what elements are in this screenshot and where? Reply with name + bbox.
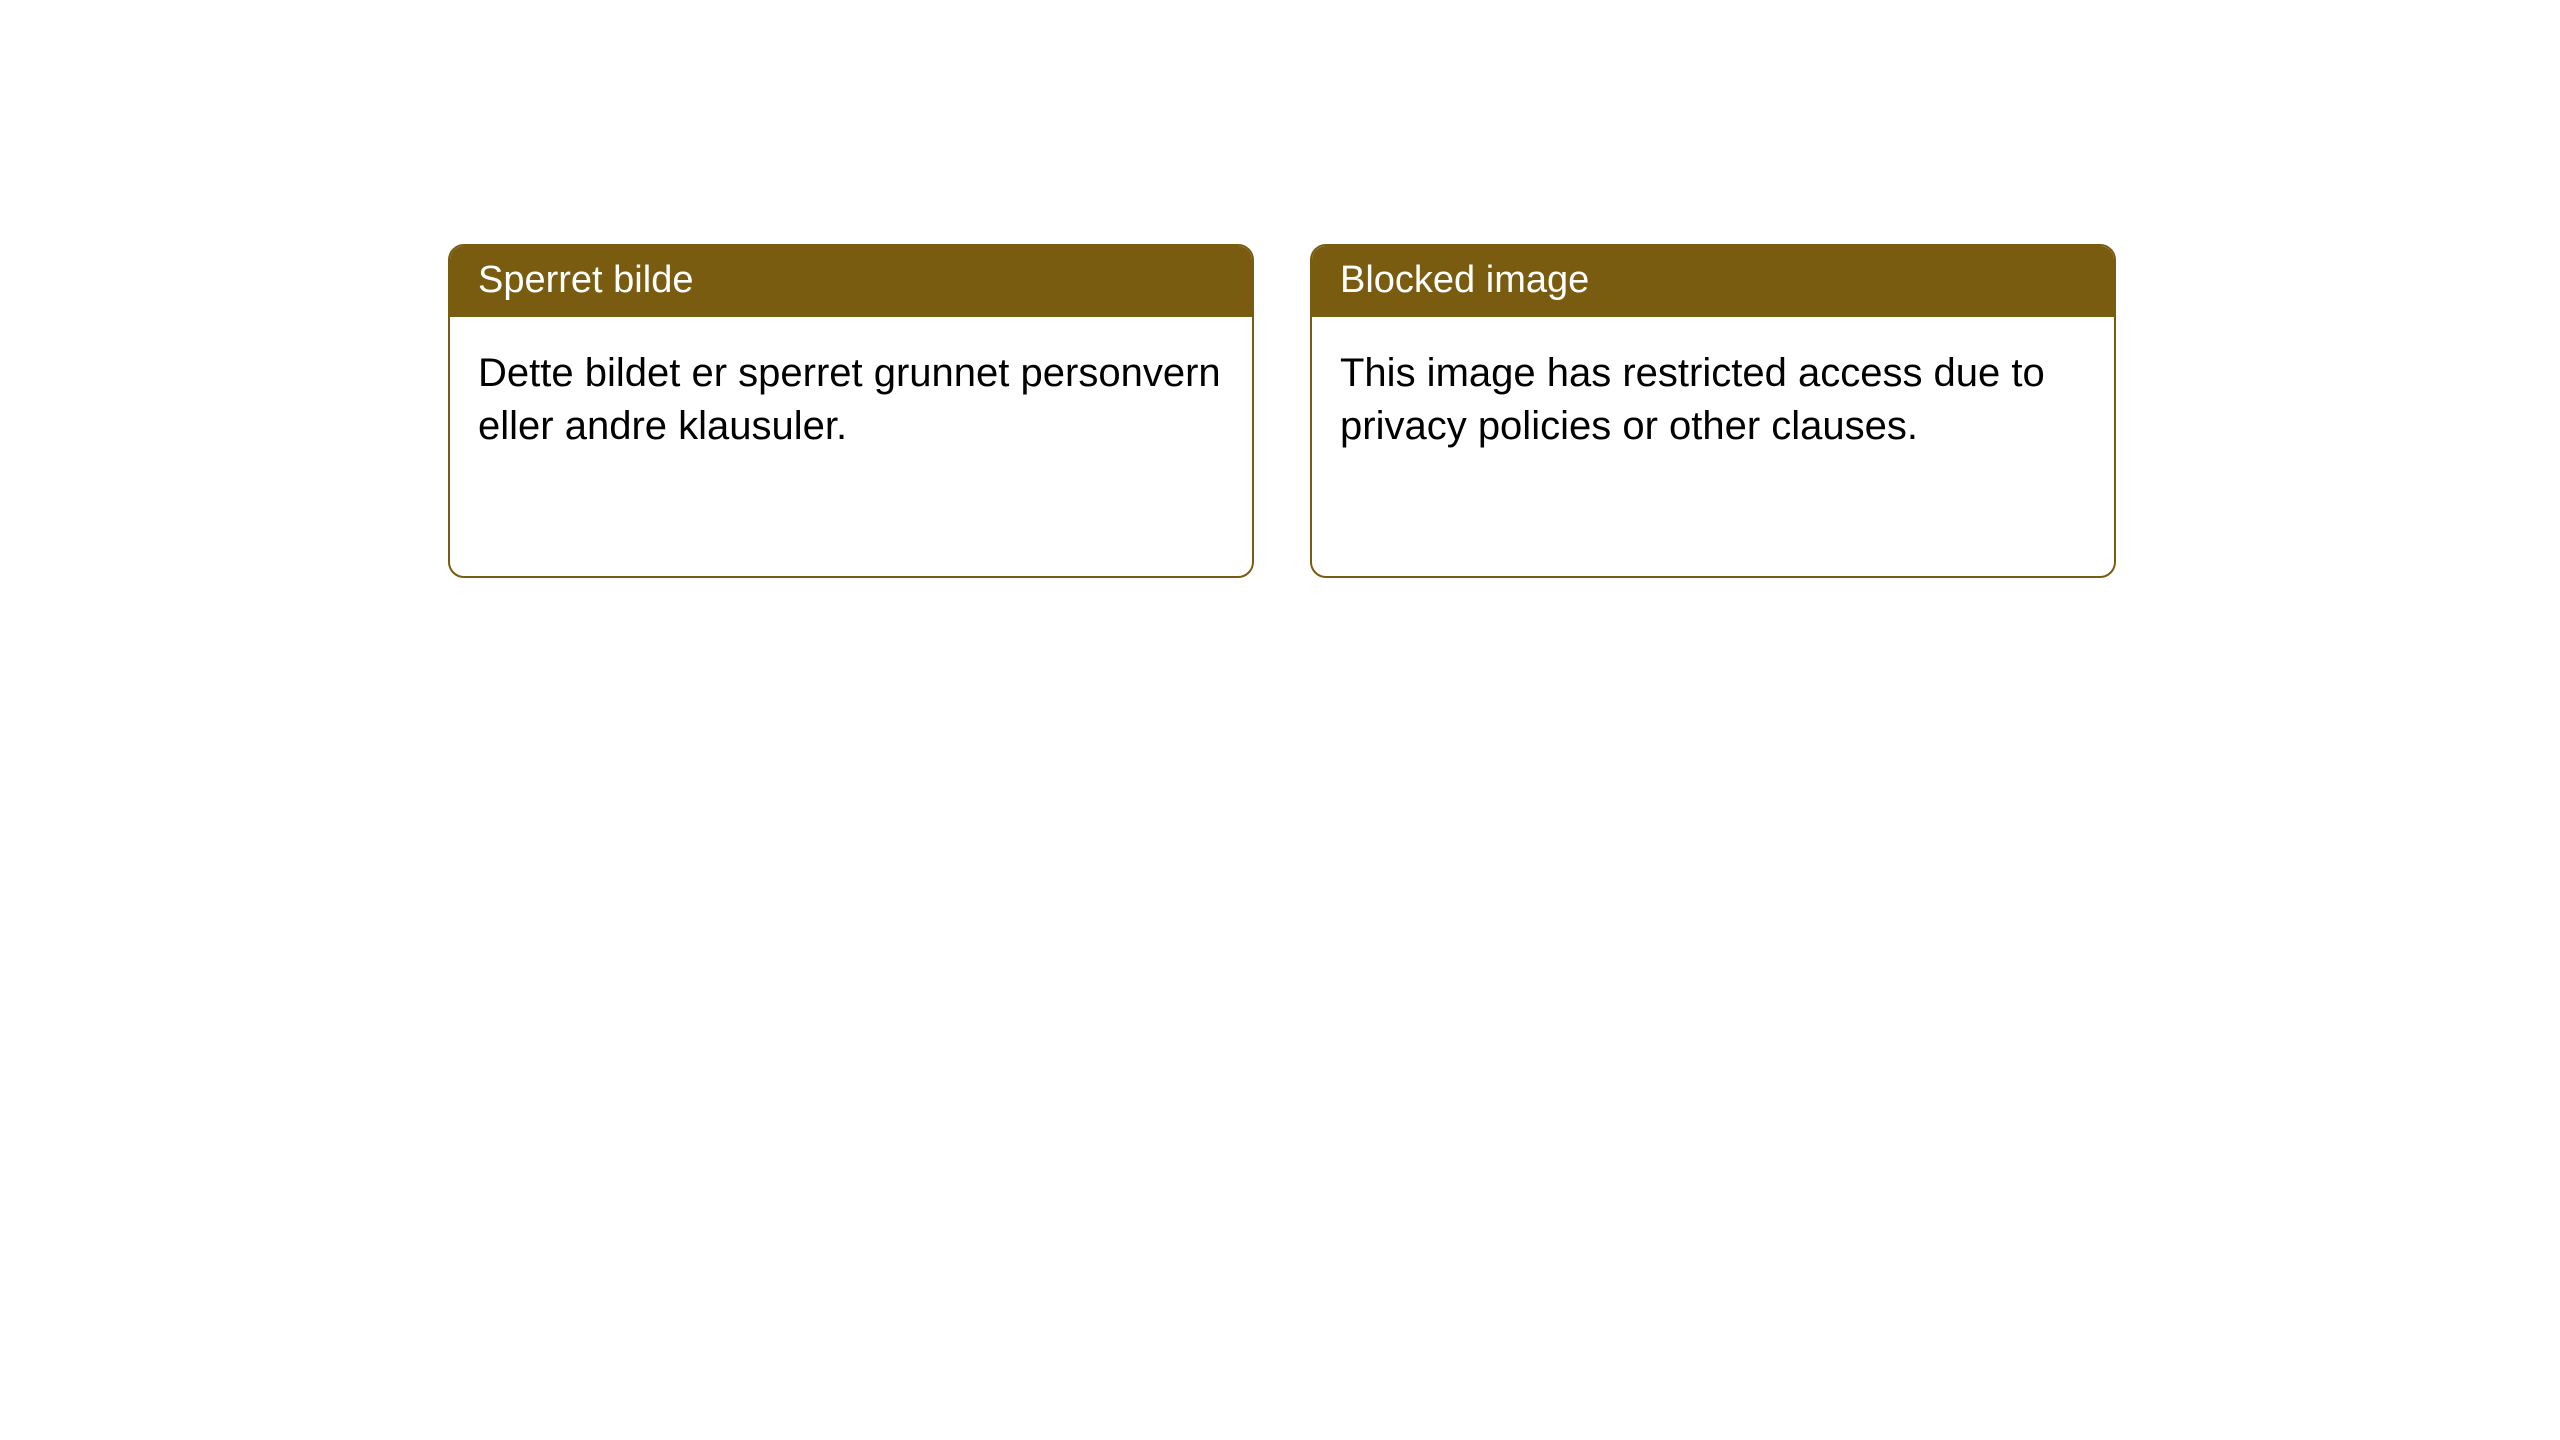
notice-cards-container: Sperret bilde Dette bildet er sperret gr…	[448, 244, 2116, 578]
notice-header-english: Blocked image	[1312, 246, 2114, 317]
notice-card-norwegian: Sperret bilde Dette bildet er sperret gr…	[448, 244, 1254, 578]
notice-card-english: Blocked image This image has restricted …	[1310, 244, 2116, 578]
notice-header-norwegian: Sperret bilde	[450, 246, 1252, 317]
notice-body-norwegian: Dette bildet er sperret grunnet personve…	[450, 317, 1252, 483]
notice-body-english: This image has restricted access due to …	[1312, 317, 2114, 483]
